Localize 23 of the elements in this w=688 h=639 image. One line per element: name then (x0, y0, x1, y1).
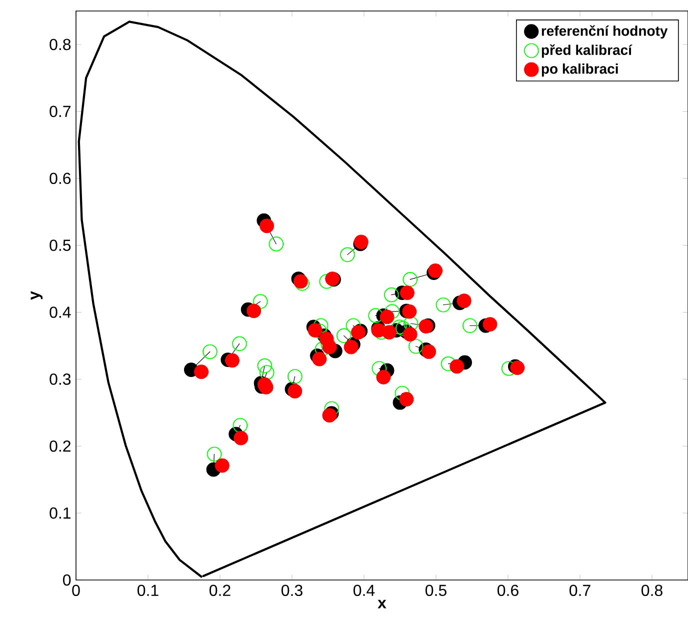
y-tick-label: 0.4 (50, 306, 71, 318)
x-tick-label: 0.3 (282, 584, 302, 596)
y-tick-label: 0.6 (50, 172, 71, 184)
y-tick-label: 0.2 (50, 440, 70, 452)
x-tick-label: 0.2 (210, 584, 230, 596)
y-tick-label: 0.5 (50, 240, 71, 251)
legend-label: referenční hodnoty (542, 25, 668, 39)
y-tick-label: 0.1 (50, 507, 71, 519)
x-tick-label: 0.5 (426, 584, 446, 596)
legend-label: po kalibraci (542, 64, 618, 77)
x-tick-label: 0.6 (498, 584, 518, 596)
x-tick-label: 0.8 (642, 584, 662, 596)
y-axis-title: y (30, 291, 43, 300)
y-tick-label: 0 (63, 574, 71, 586)
x-tick-label: 0.4 (354, 584, 375, 596)
x-tick-label: 0 (72, 584, 80, 596)
y-tick-label: 0.7 (50, 106, 70, 118)
x-axis-title: x (378, 600, 386, 608)
y-tick-label: 0.3 (50, 374, 71, 385)
x-tick-label: 0.7 (570, 584, 590, 596)
legend-label: před kalibrací (542, 44, 632, 58)
x-tick-label: 0.1 (138, 584, 158, 596)
y-tick-label: 0.8 (50, 38, 71, 50)
